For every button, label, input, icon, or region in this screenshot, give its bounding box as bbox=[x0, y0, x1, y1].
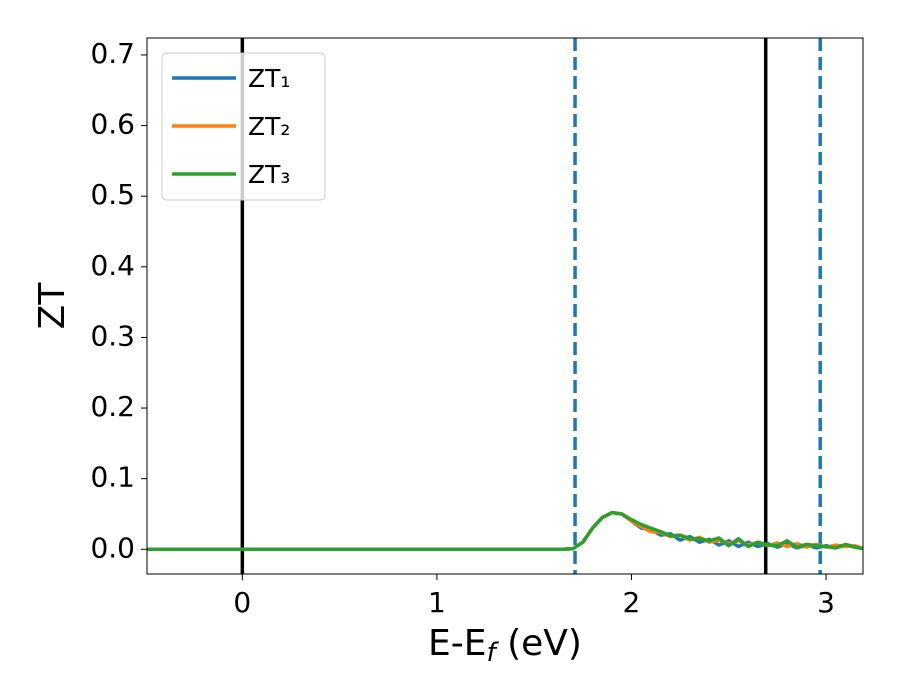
y-tick-label: 0.4 bbox=[90, 249, 135, 282]
x-tick-label: 0 bbox=[233, 586, 251, 619]
plot-frame bbox=[146, 37, 864, 575]
x-tick-label: 1 bbox=[428, 586, 446, 619]
x-label-text: E-E bbox=[428, 623, 486, 664]
x-tick-label: 3 bbox=[817, 586, 835, 619]
y-tick-label: 0.7 bbox=[90, 37, 135, 70]
x-axis-label: E-Ef (eV) bbox=[428, 623, 582, 668]
y-tick-label: 0.3 bbox=[90, 319, 135, 352]
x-label-suffix: (eV) bbox=[496, 623, 582, 664]
y-tick-label: 0.5 bbox=[90, 178, 135, 211]
y-tick-label: 0.2 bbox=[90, 390, 135, 423]
line-series bbox=[147, 510, 863, 552]
legend-label: ZT₁ bbox=[248, 64, 290, 93]
legend-label: ZT₃ bbox=[248, 160, 290, 189]
y-tick-label: 0.0 bbox=[90, 531, 135, 564]
y-axis-label: ZT bbox=[32, 282, 73, 330]
legend-label: ZT₂ bbox=[248, 112, 290, 141]
x-tick-label: 2 bbox=[623, 586, 641, 619]
y-tick-label: 0.6 bbox=[90, 108, 135, 141]
legend-box bbox=[161, 52, 326, 201]
y-tick-label: 0.1 bbox=[90, 461, 135, 494]
